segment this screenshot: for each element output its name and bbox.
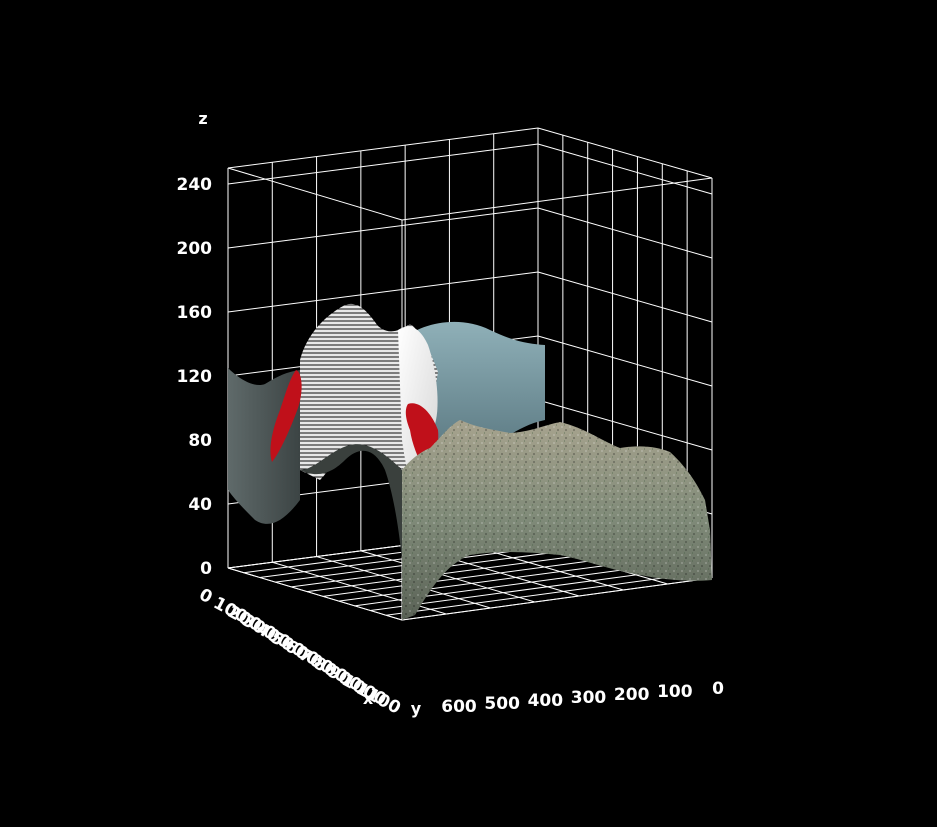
box-edge-top	[227, 167, 403, 221]
gridline-z	[537, 335, 713, 387]
gridline-base-x	[370, 568, 681, 612]
box-edge-top	[227, 127, 539, 169]
y-tick-label: 100	[657, 682, 693, 702]
surface	[228, 303, 712, 620]
gridline-z	[227, 143, 539, 185]
gridline-z	[227, 271, 539, 313]
y-tick-label: 200	[614, 685, 650, 705]
z-tick-label: 0	[200, 559, 212, 579]
gridline-z	[537, 399, 713, 451]
box-edge-top	[401, 177, 713, 221]
gridline-base-x	[338, 559, 649, 602]
gridline-base-x	[354, 563, 665, 607]
gridline-z	[227, 207, 539, 249]
gridline-base-x	[386, 572, 697, 616]
z-tick-label: 120	[177, 367, 213, 387]
y-axis-label: y	[411, 699, 422, 718]
z-axis-ticks: 0 40 80 120 160 200 240	[177, 175, 213, 579]
x-tick-label: 1100	[353, 679, 404, 719]
gridline-base	[360, 550, 535, 603]
z-tick-label: 160	[177, 303, 213, 323]
y-tick-label: 600	[441, 697, 477, 717]
gridline-base-x	[322, 554, 633, 597]
z-tick-label: 200	[177, 239, 213, 259]
axes-box	[227, 127, 713, 621]
gridline-z	[537, 143, 713, 195]
y-tick-label: 300	[571, 688, 607, 708]
gridline-z	[537, 207, 713, 259]
y-tick-label: 400	[528, 691, 564, 711]
gridline-base-x	[307, 550, 618, 593]
z-tick-label: 80	[188, 431, 212, 451]
z-tick-label: 240	[177, 175, 213, 195]
gridline-base	[227, 567, 403, 621]
y-tick-label: 0	[712, 679, 724, 699]
z-axis-label: z	[198, 109, 207, 128]
z-tick-label: 40	[188, 495, 212, 515]
gridline-base-x	[401, 577, 713, 621]
surface-red-left	[270, 370, 302, 462]
y-tick-label: 500	[484, 694, 520, 714]
y-axis-ticks: 600 500 400 300 200 100 0	[441, 679, 724, 717]
gridline-z	[537, 271, 713, 323]
x-axis-label: x	[363, 689, 374, 708]
surface-near-texture	[402, 420, 712, 620]
box-edge-top	[537, 127, 713, 179]
